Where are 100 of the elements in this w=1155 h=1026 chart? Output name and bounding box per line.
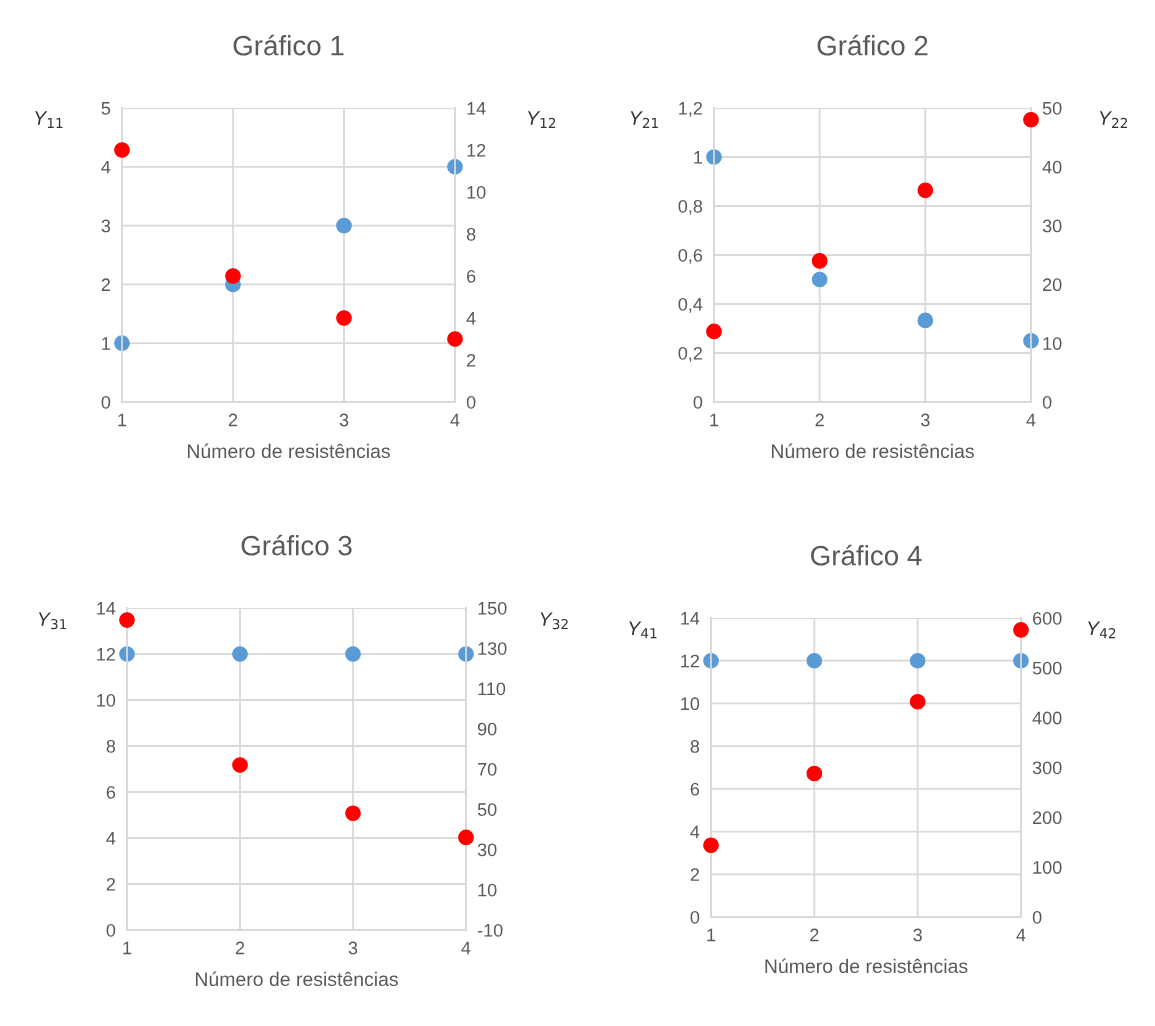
y-tick-label: 2 <box>690 868 699 881</box>
x-tick-label: 3 <box>339 413 349 427</box>
y2-tick-label: 14 <box>467 102 486 115</box>
x-tick-label: 3 <box>913 928 922 942</box>
x-tick-label: 4 <box>461 941 471 955</box>
y2-tick-label: 130 <box>478 642 507 655</box>
point <box>336 310 352 326</box>
x-tick-label: 2 <box>228 413 238 427</box>
y-tick-label: 12 <box>681 654 699 668</box>
y2-tick-label: 600 <box>1033 611 1062 625</box>
y2-axis-title: Y$_{42}$ <box>1088 621 1116 639</box>
chart-title: Gráfico 2 <box>817 34 928 56</box>
y-tick-label: 6 <box>106 785 116 799</box>
y-tick-label: 1,2 <box>679 101 702 117</box>
y-tick-label: 12 <box>97 647 115 661</box>
y-axis-title: Y$_{11}$ <box>35 111 63 128</box>
y-tick-label: 4 <box>101 160 111 174</box>
y-tick-label: 10 <box>681 697 700 711</box>
point <box>1013 622 1029 638</box>
x-tick-label: 4 <box>450 413 460 427</box>
x-tick-label: 3 <box>348 941 358 955</box>
y2-axis-title: Y$_{12}$ <box>528 111 556 128</box>
y2-tick-label: 90 <box>477 722 497 736</box>
point <box>811 271 828 288</box>
y-axis-title: Y$_{41}$ <box>629 621 657 639</box>
point <box>706 323 722 340</box>
y-tick-label: 0 <box>693 395 703 409</box>
y2-tick-label: 0 <box>1042 395 1052 409</box>
point <box>336 217 352 234</box>
point <box>447 331 463 347</box>
y2-tick-label: 70 <box>478 762 497 776</box>
y-tick-label: 0,4 <box>678 297 703 313</box>
point <box>806 765 823 782</box>
y2-tick-label: 300 <box>1032 761 1062 775</box>
x-tick-label: 1 <box>118 413 127 427</box>
y2-tick-label: 400 <box>1032 711 1062 725</box>
x-tick-label: 4 <box>1016 928 1026 942</box>
y-axis-title: Y$_{21}$ <box>630 111 658 128</box>
y2-tick-label: 0 <box>1032 910 1042 924</box>
point <box>811 253 828 269</box>
x-tick-label: 2 <box>810 928 819 942</box>
y-tick-label: 8 <box>690 740 700 753</box>
y-tick-label: 5 <box>101 102 111 115</box>
y2-tick-label: 4 <box>466 312 476 325</box>
y2-tick-label: 40 <box>1042 160 1062 174</box>
y2-tick-label: 30 <box>1042 219 1062 233</box>
y2-tick-label: 0 <box>466 395 476 409</box>
y2-tick-label: 8 <box>466 227 476 241</box>
x-tick-label: 2 <box>815 413 824 427</box>
y2-tick-label: 150 <box>478 601 507 615</box>
y2-axis-title: Y$_{22}$ <box>1099 111 1127 128</box>
x-axis-title: Número de resistências <box>187 443 390 459</box>
y-tick-label: 0 <box>690 910 700 924</box>
y-tick-label: 10 <box>97 693 116 707</box>
y-tick-label: 6 <box>690 782 700 796</box>
y-tick-label: 8 <box>106 739 116 753</box>
chart-title: Gráfico 3 <box>241 534 352 556</box>
y2-tick-label: 10 <box>478 883 497 897</box>
y2-tick-label: 6 <box>467 269 476 283</box>
y2-tick-label: 50 <box>1042 101 1062 115</box>
y-tick-label: 14 <box>97 602 116 615</box>
y-tick-label: 0 <box>101 395 111 409</box>
x-tick-label: 1 <box>710 413 719 427</box>
y-tick-label: 0 <box>106 923 116 937</box>
y2-tick-label: 20 <box>1043 278 1062 292</box>
y2-tick-label: 200 <box>1033 811 1062 825</box>
x-axis-title: Número de resistências <box>765 958 968 974</box>
y2-tick-label: 110 <box>478 682 506 696</box>
point <box>458 829 474 846</box>
y-tick-label: 0,6 <box>678 248 703 264</box>
point <box>1023 111 1039 128</box>
y2-tick-label: 12 <box>467 143 486 157</box>
x-tick-label: 3 <box>921 413 930 427</box>
y2-tick-label: 100 <box>1033 861 1062 874</box>
y-tick-label: 0,8 <box>678 199 703 215</box>
chart-title: Gráfico 1 <box>233 34 344 56</box>
y-tick-label: 2 <box>101 278 110 291</box>
x-tick-label: 4 <box>1026 413 1036 427</box>
y-tick-label: 3 <box>101 219 111 233</box>
y-tick-label: 4 <box>690 825 700 839</box>
point <box>232 757 248 773</box>
y2-axis-title: Y$_{32}$ <box>540 612 568 630</box>
x-axis-title: Número de resistências <box>195 971 398 987</box>
y2-tick-label: -10 <box>477 923 503 937</box>
y2-tick-label: 50 <box>477 803 497 816</box>
x-tick-label: 1 <box>707 928 716 942</box>
point <box>917 312 934 329</box>
y2-tick-label: 2 <box>467 353 476 367</box>
x-tick-label: 2 <box>235 941 245 955</box>
point <box>119 612 135 628</box>
y2-tick-label: 30 <box>477 843 497 857</box>
y-tick-label: 0,2 <box>678 346 702 362</box>
x-axis-title: Número de resistências <box>771 443 974 459</box>
point <box>909 693 926 710</box>
point <box>917 182 934 199</box>
y2-tick-label: 10 <box>467 185 486 199</box>
y-axis-title: Y$_{31}$ <box>38 612 67 630</box>
y-tick-label: 1 <box>694 151 703 164</box>
point <box>703 837 719 854</box>
y2-tick-label: 10 <box>1043 337 1062 350</box>
